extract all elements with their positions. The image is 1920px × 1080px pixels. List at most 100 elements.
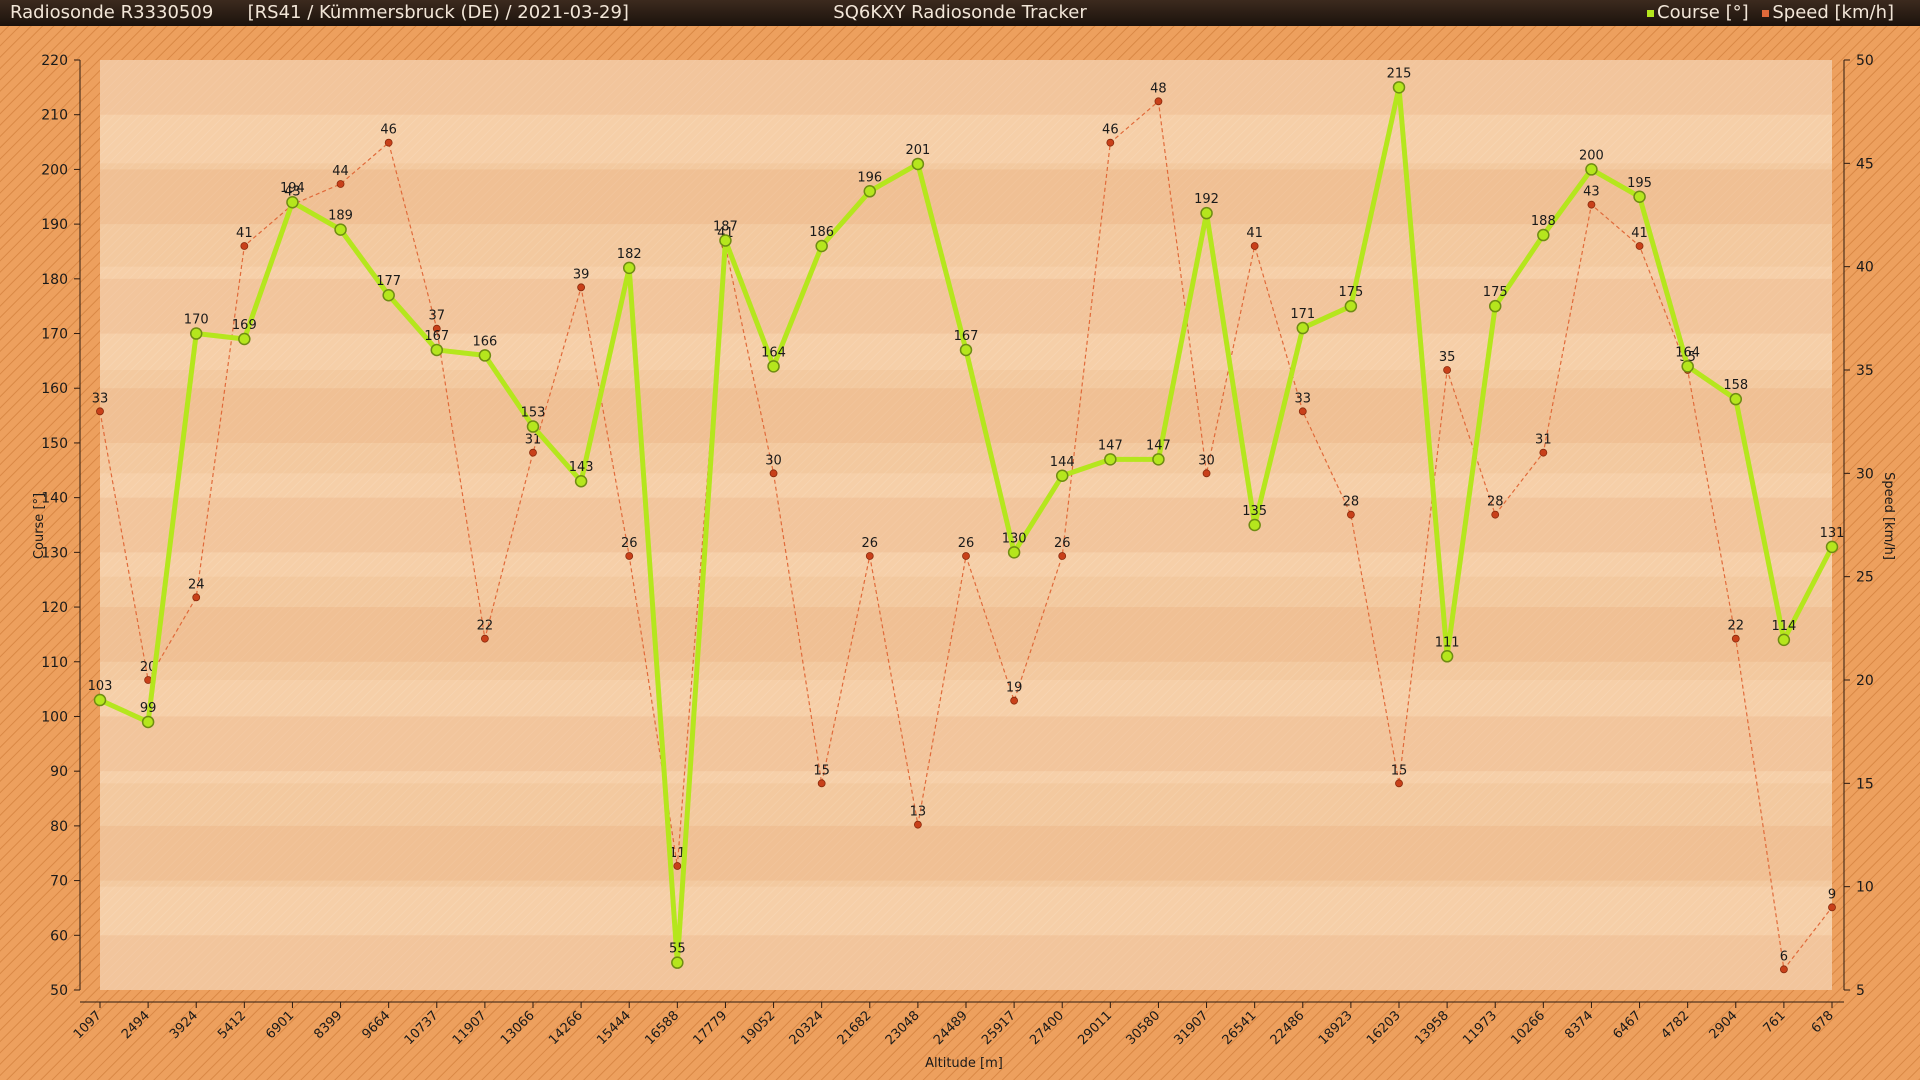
speed-point <box>625 552 634 560</box>
course-data-label: 164 <box>761 345 786 360</box>
course-legend-label: Course [°] <box>1657 2 1749 23</box>
flight-info: [RS41 / Kümmersbruck (DE) / 2021-03-29] <box>247 2 629 23</box>
speed-data-label: 41 <box>1246 226 1263 241</box>
course-data-label: 55 <box>669 942 686 957</box>
course-point <box>719 234 732 247</box>
course-data-label: 187 <box>713 220 738 235</box>
course-data-label: 114 <box>1771 619 1796 634</box>
speed-point <box>1635 242 1644 250</box>
course-data-label: 177 <box>376 274 401 289</box>
speed-data-label: 15 <box>813 763 830 778</box>
speed-data-label: 6 <box>1780 949 1788 964</box>
course-point <box>622 261 636 275</box>
speed-point <box>432 324 441 333</box>
speed-data-label: 30 <box>1198 453 1215 468</box>
speed-data-label: 39 <box>573 267 590 282</box>
speed-data-label: 26 <box>1054 536 1071 551</box>
speed-point <box>1010 696 1019 705</box>
course-data-label: 144 <box>1050 455 1075 470</box>
course-point <box>1248 518 1261 532</box>
course-data-label: 215 <box>1387 66 1412 81</box>
speed-data-label: 46 <box>380 123 397 138</box>
course-data-label: 103 <box>88 679 113 694</box>
speed-data-label: 30 <box>765 453 782 468</box>
course-tick-label: 200 <box>41 162 68 178</box>
course-data-label: 189 <box>328 209 353 224</box>
course-point <box>1200 206 1213 220</box>
speed-point <box>865 552 874 560</box>
course-data-label: 135 <box>1242 504 1267 519</box>
course-point <box>93 693 107 707</box>
course-tick-label: 140 <box>41 491 68 507</box>
speed-data-label: 43 <box>284 185 301 200</box>
course-tick-label: 90 <box>50 764 68 780</box>
course-point <box>1392 81 1406 94</box>
grid-band-right <box>100 163 1832 267</box>
speed-data-label: 35 <box>1439 350 1456 365</box>
speed-data-label: 26 <box>862 536 879 551</box>
speed-data-label: 13 <box>910 805 927 820</box>
course-point <box>1007 546 1021 559</box>
course-point <box>959 343 973 357</box>
course-data-label: 111 <box>1435 635 1460 650</box>
course-point <box>574 474 588 488</box>
speed-point <box>817 779 826 788</box>
speed-data-label: 41 <box>1631 226 1648 241</box>
app-title: SQ6KXY Radiosonde Tracker <box>833 2 1087 23</box>
speed-tick-label: 30 <box>1856 466 1874 482</box>
sonde-id: Radiosonde R3330509 <box>10 2 214 23</box>
speed-axis: 5 10 15 20 25 30 35 40 45 50 <box>1843 53 1874 999</box>
course-point <box>1488 299 1502 313</box>
speed-point <box>577 283 586 292</box>
course-tick-label: 120 <box>41 600 68 616</box>
course-data-label: 175 <box>1483 285 1508 300</box>
grid-band <box>100 60 1832 115</box>
speed-data-label: 22 <box>1728 619 1745 634</box>
speed-point <box>1346 510 1355 519</box>
speed-point <box>384 138 393 147</box>
speed-point <box>96 407 104 416</box>
y2-axis-title: Speed [km/h] <box>1881 472 1896 560</box>
course-data-label: 153 <box>521 406 546 421</box>
course-point <box>1152 453 1165 466</box>
course-data-label: 166 <box>472 334 497 349</box>
course-data-label: 194 <box>280 181 305 196</box>
speed-point <box>1250 242 1259 250</box>
course-data-label: 186 <box>809 225 834 240</box>
course-point <box>911 157 925 171</box>
plot-hatch <box>100 60 1832 990</box>
speed-point <box>1058 552 1067 560</box>
course-data-label: 196 <box>857 170 882 185</box>
speed-point <box>1395 779 1403 788</box>
course-point <box>1055 469 1069 483</box>
speed-point <box>1298 407 1307 416</box>
grid-bands <box>100 60 1832 990</box>
speed-point <box>1154 97 1163 106</box>
course-data-label: 143 <box>569 460 594 475</box>
speed-legend-label: Speed [km/h] <box>1772 2 1894 23</box>
course-point <box>1296 321 1310 335</box>
grid-band-right <box>100 576 1832 680</box>
speed-data-label: 44 <box>332 164 349 179</box>
course-data-label: 147 <box>1146 438 1171 453</box>
speed-point <box>336 180 345 188</box>
course-point <box>1344 299 1358 313</box>
course-data-label: 182 <box>617 247 642 262</box>
speed-data-label: 26 <box>958 536 975 551</box>
speed-data-label: 28 <box>1343 495 1360 510</box>
speed-data-label: 9 <box>1828 887 1836 902</box>
course-tick-label: 110 <box>41 655 68 671</box>
course-data-label: 195 <box>1627 176 1652 191</box>
speed-data-label: 37 <box>429 309 446 324</box>
plot-area <box>100 60 1832 990</box>
speed-data-label: 22 <box>477 619 494 634</box>
course-speed-chart: 50 60 70 80 90 100 110 120 130 140 150 160 170 180 190… <box>0 26 1920 1080</box>
speed-point <box>913 820 922 829</box>
course-tick-label: 170 <box>41 327 68 343</box>
speed-point <box>192 593 201 602</box>
course-point <box>189 327 203 340</box>
course-tick-label: 160 <box>41 381 68 397</box>
course-point <box>767 360 780 373</box>
speed-point <box>1491 510 1500 519</box>
